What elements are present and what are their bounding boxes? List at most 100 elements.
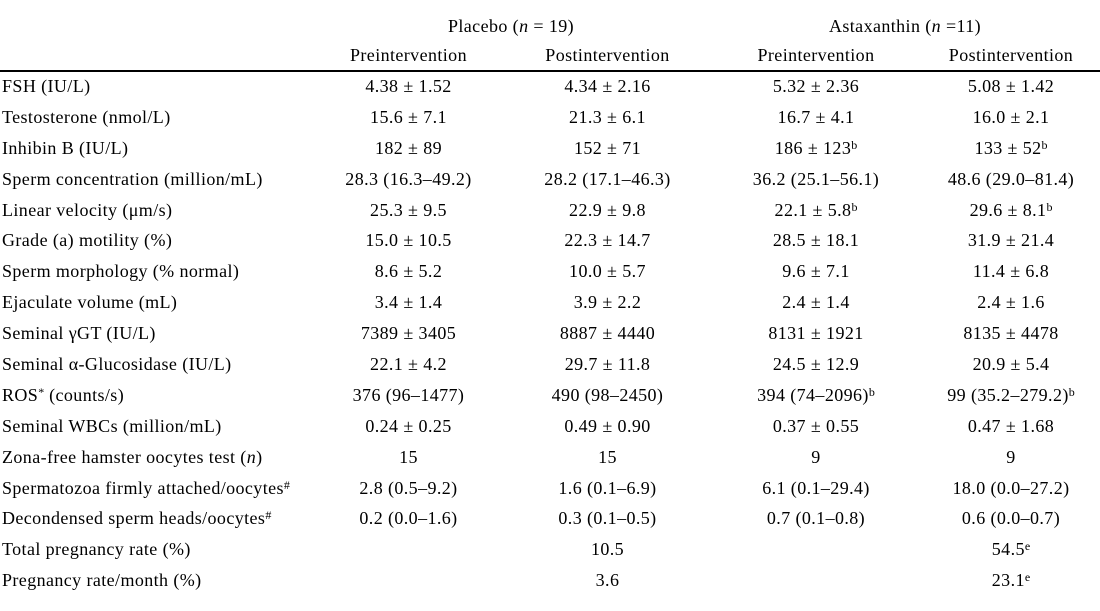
row-label: Seminal WBCs (million/mL) bbox=[2, 415, 222, 436]
cell-astaxanthin-postintervention: 0.6 (0.0–0.7) bbox=[961, 508, 1061, 529]
cell-astaxanthin-preintervention: 36.2 (25.1–56.1) bbox=[752, 168, 880, 189]
row-label: Grade (a) motility (%) bbox=[2, 230, 173, 251]
cell-astaxanthin-postintervention: 99 (35.2–279.2)b bbox=[947, 384, 1075, 405]
cell-placebo-postintervention: 8887 ± 4440 bbox=[559, 323, 656, 344]
col-header-astaxanthin-postintervention: Postintervention bbox=[922, 40, 1100, 72]
table-row: Total pregnancy rate (%) 10.5 54.5e bbox=[0, 534, 1100, 565]
corner-cell-top bbox=[0, 0, 312, 40]
cell-placebo-postintervention: 3.9 ± 2.2 bbox=[573, 292, 642, 313]
cell-placebo-preintervention: 15.0 ± 10.5 bbox=[365, 230, 452, 251]
table-body: FSH (IU/L) 4.38 ± 1.52 4.34 ± 2.16 5.32 … bbox=[0, 71, 1100, 596]
cell-astaxanthin-postintervention: 2.4 ± 1.6 bbox=[977, 292, 1045, 313]
cell-placebo-preintervention: 15.6 ± 7.1 bbox=[370, 106, 447, 127]
table-row: Inhibin B (IU/L) 182 ± 89 152 ± 71 186 ±… bbox=[0, 133, 1100, 164]
cell-astaxanthin-preintervention: 24.5 ± 12.9 bbox=[772, 353, 860, 374]
cell-placebo-postintervention: 3.6 bbox=[595, 570, 620, 591]
cell-placebo-preintervention bbox=[312, 534, 505, 565]
cell-placebo-postintervention: 0.3 (0.1–0.5) bbox=[558, 508, 657, 529]
table-row: Sperm morphology (% normal) 8.6 ± 5.2 10… bbox=[0, 256, 1100, 287]
row-label: Inhibin B (IU/L) bbox=[2, 137, 129, 158]
row-label: Seminal α-Glucosidase (IU/L) bbox=[2, 353, 232, 374]
cell-placebo-preintervention: 7389 ± 3405 bbox=[360, 323, 457, 344]
table-row: Seminal WBCs (million/mL) 0.24 ± 0.25 0.… bbox=[0, 411, 1100, 442]
cell-astaxanthin-postintervention: 29.6 ± 8.1b bbox=[969, 199, 1053, 220]
cell-placebo-postintervention: 15 bbox=[598, 446, 617, 467]
cell-placebo-preintervention: 376 (96–1477) bbox=[352, 384, 465, 405]
row-label: Decondensed sperm heads/oocytes# bbox=[2, 508, 272, 529]
table-row: Zona-free hamster oocytes test (n) 15 15… bbox=[0, 442, 1100, 473]
cell-astaxanthin-postintervention: 18.0 (0.0–27.2) bbox=[952, 477, 1070, 498]
cell-astaxanthin-preintervention: 6.1 (0.1–29.4) bbox=[762, 477, 870, 498]
cell-astaxanthin-preintervention: 9.6 ± 7.1 bbox=[782, 261, 850, 282]
table-row: Linear velocity (μm/s) 25.3 ± 9.5 22.9 ±… bbox=[0, 195, 1100, 226]
row-label: Testosterone (nmol/L) bbox=[2, 106, 171, 127]
cell-placebo-postintervention: 22.3 ± 14.7 bbox=[564, 230, 651, 251]
group-header-row: Placebo (n = 19) Astaxanthin (n =11) bbox=[0, 0, 1100, 40]
cell-placebo-preintervention: 2.8 (0.5–9.2) bbox=[359, 477, 458, 498]
cell-astaxanthin-preintervention: 28.5 ± 18.1 bbox=[772, 230, 860, 251]
cell-astaxanthin-postintervention: 54.5e bbox=[991, 539, 1031, 560]
cell-placebo-postintervention: 10.0 ± 5.7 bbox=[569, 261, 646, 282]
col-header-placebo-preintervention: Preintervention bbox=[312, 40, 505, 72]
cell-astaxanthin-postintervention: 48.6 (29.0–81.4) bbox=[947, 168, 1075, 189]
table-row: Grade (a) motility (%) 15.0 ± 10.5 22.3 … bbox=[0, 225, 1100, 256]
row-label: Linear velocity (μm/s) bbox=[2, 199, 173, 220]
cell-placebo-postintervention: 152 ± 71 bbox=[573, 137, 642, 158]
table-row: Seminal γGT (IU/L) 7389 ± 3405 8887 ± 44… bbox=[0, 318, 1100, 349]
cell-placebo-preintervention: 8.6 ± 5.2 bbox=[374, 261, 443, 282]
cell-astaxanthin-postintervention: 31.9 ± 21.4 bbox=[967, 230, 1055, 251]
cell-placebo-postintervention: 29.7 ± 11.8 bbox=[564, 353, 651, 374]
table-header: Placebo (n = 19) Astaxanthin (n =11) Pre… bbox=[0, 0, 1100, 72]
cell-placebo-postintervention: 1.6 (0.1–6.9) bbox=[558, 477, 657, 498]
cell-astaxanthin-postintervention: 11.4 ± 6.8 bbox=[972, 261, 1050, 282]
cell-placebo-preintervention: 3.4 ± 1.4 bbox=[374, 292, 443, 313]
cell-placebo-preintervention: 182 ± 89 bbox=[374, 137, 443, 158]
cell-astaxanthin-postintervention: 8135 ± 4478 bbox=[963, 323, 1059, 344]
corner-cell-bottom bbox=[0, 40, 312, 72]
cell-placebo-preintervention: 25.3 ± 9.5 bbox=[370, 199, 447, 220]
cell-placebo-postintervention: 22.9 ± 9.8 bbox=[569, 199, 646, 220]
group-header-astaxanthin: Astaxanthin (n =11) bbox=[828, 16, 982, 36]
table-row: Testosterone (nmol/L) 15.6 ± 7.1 21.3 ± … bbox=[0, 102, 1100, 133]
group-header-placebo: Placebo (n = 19) bbox=[447, 16, 575, 36]
row-label: Pregnancy rate/month (%) bbox=[2, 570, 202, 591]
cell-placebo-preintervention: 4.38 ± 1.52 bbox=[365, 76, 452, 97]
cell-astaxanthin-preintervention: 394 (74–2096)b bbox=[757, 384, 875, 405]
cell-astaxanthin-preintervention: 186 ± 123b bbox=[774, 137, 858, 158]
cell-placebo-postintervention: 21.3 ± 6.1 bbox=[569, 106, 646, 127]
table-row: Decondensed sperm heads/oocytes# 0.2 (0.… bbox=[0, 503, 1100, 534]
cell-astaxanthin-postintervention: 16.0 ± 2.1 bbox=[972, 106, 1050, 127]
cell-astaxanthin-preintervention: 22.1 ± 5.8b bbox=[774, 199, 858, 220]
cell-astaxanthin-postintervention: 23.1e bbox=[991, 570, 1031, 591]
table-row: Seminal α-Glucosidase (IU/L) 22.1 ± 4.2 … bbox=[0, 349, 1100, 380]
table-row: FSH (IU/L) 4.38 ± 1.52 4.34 ± 2.16 5.32 … bbox=[0, 71, 1100, 102]
table-row: Pregnancy rate/month (%) 3.6 23.1e bbox=[0, 565, 1100, 596]
table-row: Ejaculate volume (mL) 3.4 ± 1.4 3.9 ± 2.… bbox=[0, 287, 1100, 318]
results-table: Placebo (n = 19) Astaxanthin (n =11) Pre… bbox=[0, 0, 1100, 596]
row-label: Spermatozoa firmly attached/oocytes# bbox=[2, 477, 290, 498]
cell-placebo-preintervention: 0.24 ± 0.25 bbox=[365, 415, 452, 436]
cell-astaxanthin-postintervention: 0.47 ± 1.68 bbox=[967, 415, 1055, 436]
cell-placebo-preintervention: 28.3 (16.3–49.2) bbox=[345, 168, 472, 189]
cell-astaxanthin-postintervention: 20.9 ± 5.4 bbox=[972, 353, 1050, 374]
row-label: Seminal γGT (IU/L) bbox=[2, 323, 156, 344]
cell-placebo-postintervention: 0.49 ± 0.90 bbox=[564, 415, 651, 436]
row-label: Ejaculate volume (mL) bbox=[2, 292, 178, 313]
cell-placebo-postintervention: 10.5 bbox=[590, 539, 625, 560]
cell-astaxanthin-preintervention bbox=[710, 534, 922, 565]
col-header-placebo-postintervention: Postintervention bbox=[505, 40, 710, 72]
cell-placebo-preintervention bbox=[312, 565, 505, 596]
column-header-row: Preintervention Postintervention Preinte… bbox=[0, 40, 1100, 72]
cell-astaxanthin-postintervention: 9 bbox=[1006, 446, 1016, 467]
cell-astaxanthin-preintervention: 0.7 (0.1–0.8) bbox=[766, 508, 866, 529]
row-label: Sperm concentration (million/mL) bbox=[2, 168, 263, 189]
table-row: Spermatozoa firmly attached/oocytes# 2.8… bbox=[0, 473, 1100, 504]
cell-placebo-preintervention: 0.2 (0.0–1.6) bbox=[359, 508, 458, 529]
col-header-astaxanthin-preintervention: Preintervention bbox=[710, 40, 922, 72]
cell-placebo-preintervention: 15 bbox=[399, 446, 418, 467]
cell-placebo-preintervention: 22.1 ± 4.2 bbox=[370, 353, 447, 374]
cell-astaxanthin-postintervention: 5.08 ± 1.42 bbox=[967, 76, 1055, 97]
row-label: Total pregnancy rate (%) bbox=[2, 539, 191, 560]
cell-placebo-postintervention: 4.34 ± 2.16 bbox=[564, 76, 651, 97]
